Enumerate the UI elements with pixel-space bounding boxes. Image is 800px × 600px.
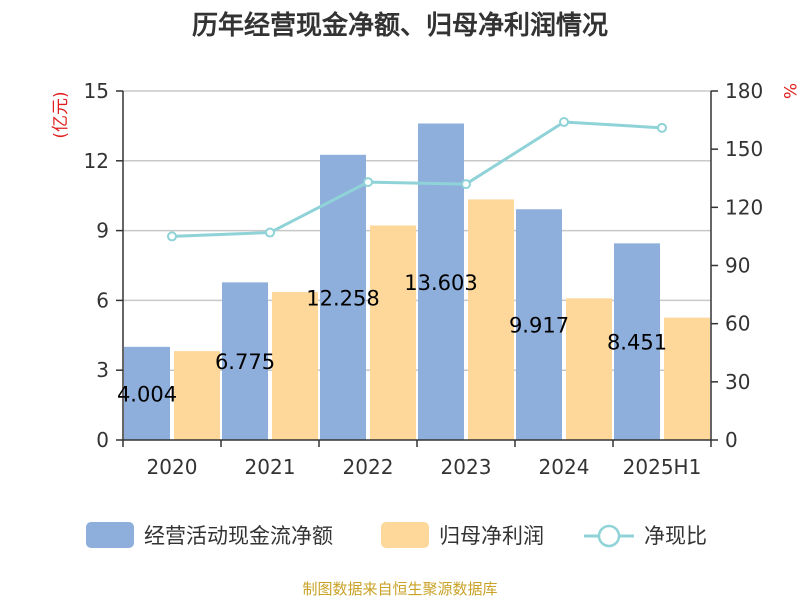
data-label: 9.917: [509, 314, 569, 338]
data-label: 6.775: [215, 350, 275, 374]
legend: 经营活动现金流净额 归母净利润 净现比: [86, 522, 707, 548]
right-tick-label: 180: [725, 79, 763, 103]
bar-profit: [174, 351, 220, 440]
right-tick-label: 30: [725, 370, 750, 394]
right-tick-label: 60: [725, 312, 750, 336]
left-tick-label: 12: [84, 149, 109, 173]
right-tick-label: 150: [725, 137, 763, 161]
legend-swatch-profit: [381, 522, 429, 548]
bar-profit: [272, 292, 318, 440]
source-note: 制图数据来自恒生聚源数据库: [302, 580, 497, 598]
x-tick-label: 2023: [441, 455, 492, 479]
ratio-point: [657, 122, 667, 133]
bar-cashflow: [222, 282, 268, 440]
legend-label-ratio: 净现比: [644, 524, 707, 548]
bar-cashflow: [418, 123, 464, 440]
x-tick-label: 2022: [343, 455, 394, 479]
ratio-point: [363, 177, 373, 188]
ratio-line-path: [171, 120, 663, 238]
ratio-point: [265, 227, 275, 238]
ratio-point: [461, 179, 471, 190]
legend-label-cashflow: 经营活动现金流净额: [144, 524, 333, 548]
data-label: 4.004: [117, 382, 177, 406]
gridlines: [123, 90, 711, 371]
legend-swatch-cashflow: [86, 522, 134, 548]
ratio-point: [167, 231, 177, 242]
bar-profit: [566, 298, 612, 440]
right-tick-label: 0: [725, 428, 738, 452]
x-tick-label: 2021: [245, 455, 296, 479]
ratio-point: [559, 117, 569, 128]
ratio-line: [167, 117, 667, 242]
left-tick-label: 9: [96, 219, 109, 243]
bar-profit: [370, 225, 416, 440]
right-tick-label: 120: [725, 195, 763, 219]
chart-title: 历年经营现金净额、归母净利润情况: [192, 10, 608, 41]
bar-profit: [664, 317, 710, 440]
data-label: 8.451: [607, 331, 667, 355]
left-tick-label: 3: [96, 358, 109, 382]
left-axis-unit: (亿元): [51, 91, 71, 138]
x-tick-label: 2020: [147, 455, 198, 479]
data-labels: 4.004 6.775 12.258 13.603 9.917 8.451: [117, 271, 667, 407]
x-tick-label: 2025H1: [623, 455, 702, 479]
legend-marker-ratio: [597, 524, 621, 548]
bar-cashflow: [516, 209, 562, 440]
data-label: 12.258: [306, 286, 379, 310]
bar-profit: [468, 199, 514, 440]
x-tick-label: 2024: [539, 455, 590, 479]
axes: [116, 90, 718, 447]
data-label: 13.603: [404, 271, 477, 295]
bar-cashflow: [614, 243, 660, 440]
left-tick-label: 15: [84, 79, 109, 103]
right-tick-label: 90: [725, 254, 750, 278]
right-axis-unit: %: [779, 83, 799, 99]
left-tick-label: 0: [96, 428, 109, 452]
bars: [124, 123, 710, 441]
legend-label-profit: 归母净利润: [439, 524, 544, 548]
bar-cashflow: [124, 346, 170, 440]
left-tick-label: 6: [96, 288, 109, 312]
